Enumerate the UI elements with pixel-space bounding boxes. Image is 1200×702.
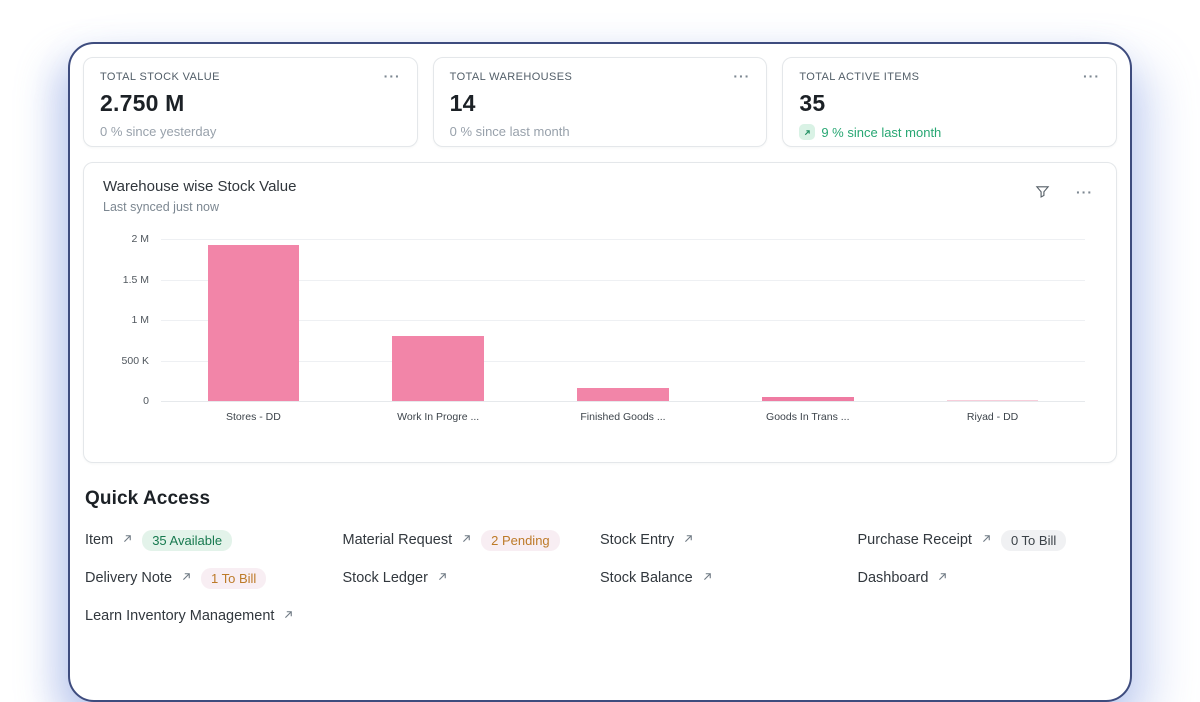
gridline: 500 K <box>122 355 1085 367</box>
y-axis-tick-label: 1.5 M <box>122 273 149 286</box>
quick-access-link-label: Learn Inventory Management <box>85 608 275 624</box>
y-axis-tick-label: 2 M <box>131 233 149 245</box>
chart-card: Warehouse wise Stock Value Last synced j… <box>83 162 1117 463</box>
gridline: 2 M <box>131 233 1085 245</box>
chart-sync-status: Last synced just now <box>103 200 220 214</box>
stat-card: TOTAL ACTIVE ITEMS ··· 35 9 % since last… <box>782 57 1118 147</box>
quick-access-link-label: Stock Balance <box>600 570 693 586</box>
gridline: 1 M <box>131 314 1085 326</box>
status-badge[interactable]: 35 Available <box>142 529 233 551</box>
quick-access-link[interactable]: Stock Entry <box>600 529 858 551</box>
chart-bar[interactable] <box>392 336 484 401</box>
stat-label: TOTAL STOCK VALUE <box>100 71 220 83</box>
quick-access-link-label: Stock Ledger <box>342 570 428 586</box>
x-axis-category-label: Stores - DD <box>225 411 281 423</box>
card-menu-ellipsis-icon[interactable]: ··· <box>733 68 751 84</box>
chart-menu-ellipsis-icon[interactable]: ··· <box>1076 183 1093 200</box>
external-link-icon <box>981 531 992 549</box>
quick-access-link-label: Stock Entry <box>600 532 675 548</box>
external-link-icon <box>461 531 472 549</box>
chart-bar[interactable] <box>577 388 669 401</box>
external-link-icon <box>937 569 948 587</box>
stat-value: 2.750 M <box>100 90 185 116</box>
quick-access-link[interactable]: Purchase Receipt 0 To Bill <box>858 529 1116 551</box>
stat-delta-text: 0 % since last month <box>449 124 570 139</box>
card-menu-ellipsis-icon[interactable]: ··· <box>1083 68 1101 84</box>
quick-access-grid: Item 35 Available Material Request 2 Pen… <box>85 529 1115 627</box>
external-link-icon <box>122 531 133 549</box>
chart-bar[interactable] <box>207 244 300 401</box>
stat-card: TOTAL STOCK VALUE ··· 2.750 M 0 % since … <box>83 57 418 147</box>
stat-delta: 0 % since yesterday <box>100 124 401 139</box>
y-axis-tick-label: 500 K <box>121 354 149 367</box>
stat-label: TOTAL WAREHOUSES <box>449 71 573 83</box>
external-link-icon <box>283 607 294 625</box>
x-axis-category-label: Goods In Trans ... <box>766 411 850 423</box>
external-link-icon <box>683 531 694 549</box>
quick-access-link[interactable]: Material Request 2 Pending <box>343 529 601 551</box>
quick-access-link-label: Item <box>85 532 114 548</box>
chart-x-labels: Stores - DD Work In Progre ... Finished Go… <box>161 411 1085 423</box>
stat-card: TOTAL WAREHOUSES ··· 14 0 % since last m… <box>432 57 768 147</box>
x-axis-category-label: Finished Goods ... <box>580 411 666 423</box>
chart-bar[interactable] <box>762 396 854 401</box>
quick-access-section: Quick Access Item 35 Available Material … <box>83 488 1117 627</box>
x-axis-category-label: Work In Progre ... <box>397 411 480 423</box>
bar-chart: 0 500 K 1 M 1.5 M 2 M Stores - DD Work In Pro… <box>103 233 1097 423</box>
trend-up-icon <box>799 124 816 140</box>
stat-delta-text: 9 % since last month <box>821 124 942 140</box>
quick-access-link-label: Purchase Receipt <box>857 532 972 548</box>
status-badge[interactable]: 1 To Bill <box>201 567 267 589</box>
gridline: 0 <box>143 395 1085 407</box>
quick-access-link[interactable]: Dashboard <box>858 567 1116 589</box>
stat-delta: 0 % since last month <box>450 124 751 139</box>
stat-label: TOTAL ACTIVE ITEMS <box>799 71 920 83</box>
quick-access-link[interactable]: Item 35 Available <box>85 529 343 551</box>
chart-plot: 0 500 K 1 M 1.5 M 2 M <box>122 233 1085 407</box>
external-link-icon <box>437 569 448 587</box>
quick-access-link[interactable]: Stock Balance <box>600 567 858 589</box>
stat-value: 14 <box>449 90 476 116</box>
stat-delta: 9 % since last month <box>799 124 1100 140</box>
status-badge[interactable]: 2 Pending <box>481 529 560 551</box>
quick-access-link[interactable]: Delivery Note 1 To Bill <box>85 567 343 589</box>
external-link-icon <box>702 569 713 587</box>
y-axis-tick-label: 0 <box>143 395 149 407</box>
card-menu-ellipsis-icon[interactable]: ··· <box>383 68 401 84</box>
quick-access-link-label: Material Request <box>342 532 453 548</box>
quick-access-link[interactable]: Learn Inventory Management <box>85 605 343 627</box>
quick-access-heading: Quick Access <box>85 488 211 509</box>
quick-access-link-label: Dashboard <box>857 570 929 586</box>
x-axis-category-label: Riyad - DD <box>966 411 1019 423</box>
gridline: 1.5 M <box>123 274 1085 286</box>
chart-title: Warehouse wise Stock Value <box>103 178 297 195</box>
stat-value: 35 <box>799 90 826 116</box>
stats-row: TOTAL STOCK VALUE ··· 2.750 M 0 % since … <box>83 57 1118 147</box>
quick-access-link[interactable]: Stock Ledger <box>343 567 601 589</box>
stat-delta-text: 0 % since yesterday <box>100 124 217 139</box>
filter-icon[interactable] <box>1035 184 1050 199</box>
dashboard-frame: TOTAL STOCK VALUE ··· 2.750 M 0 % since … <box>68 42 1132 702</box>
y-axis-tick-label: 1 M <box>131 314 149 326</box>
chart-bar[interactable] <box>946 399 1039 401</box>
external-link-icon <box>181 569 192 587</box>
status-badge[interactable]: 0 To Bill <box>1000 529 1067 551</box>
quick-access-link-label: Delivery Note <box>85 570 173 586</box>
